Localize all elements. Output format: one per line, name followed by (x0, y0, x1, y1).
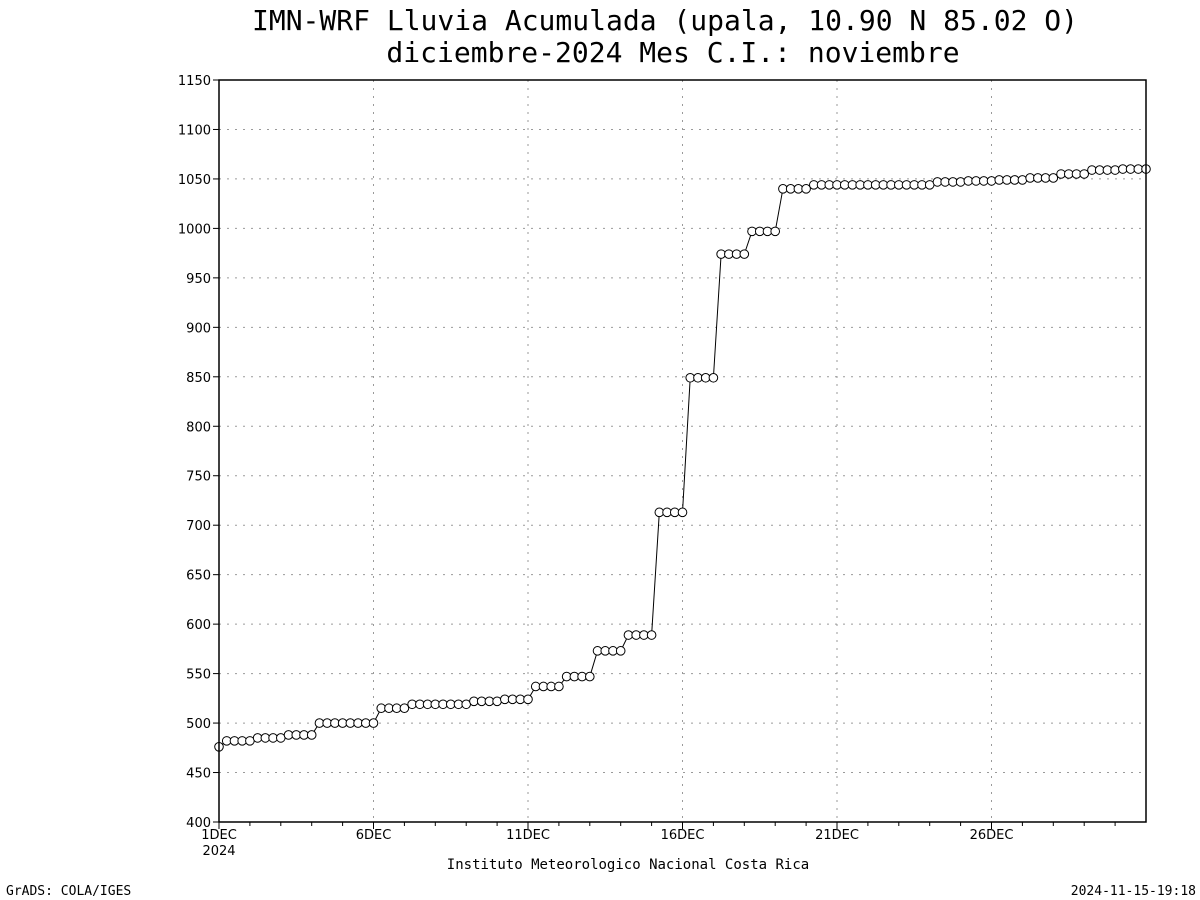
y-tick-label: 1100 (178, 123, 211, 138)
data-point (615, 646, 626, 656)
x-tick-label: 26DEC (970, 828, 1014, 843)
y-tick-label: 1000 (178, 222, 211, 237)
x-tick-label: 1DEC (201, 828, 237, 843)
data-point (306, 730, 317, 740)
grads-credit: GrADS: COLA/IGES (6, 884, 131, 899)
data-point (1079, 169, 1089, 179)
plot-frame (218, 79, 1147, 823)
data-point (770, 226, 781, 237)
data-point (368, 718, 379, 728)
timestamp: 2024-11-15-19:18 (1071, 884, 1196, 899)
y-axis-ticks: 400 450 500 550 600 650 700 750 800 850 900 950 1000… (178, 74, 219, 831)
data-point (1017, 175, 1028, 185)
chart-subtitle: diciembre-2024 Mes C.I.: noviembre (386, 36, 959, 69)
data-point (399, 703, 410, 714)
data-point (492, 696, 502, 707)
x-tick-year: 2024 (202, 844, 235, 859)
y-tick-label: 850 (186, 371, 211, 386)
data-point (955, 177, 966, 187)
y-tick-label: 800 (186, 420, 211, 435)
grid-lines (219, 80, 1146, 822)
y-tick-label: 550 (186, 668, 211, 683)
data-point (646, 630, 657, 640)
data-point (585, 671, 595, 682)
data-point (677, 507, 688, 518)
y-tick-label: 900 (186, 321, 211, 336)
data-point (554, 681, 564, 692)
data-point (1110, 165, 1120, 175)
chart-title: IMN-WRF Lluvia Acumulada (upala, 10.90 N… (252, 4, 1078, 37)
y-tick-label: 1050 (178, 173, 211, 188)
data-point (523, 694, 533, 705)
y-tick-label: 400 (186, 816, 211, 831)
x-tick-label: 16DEC (661, 828, 705, 843)
y-tick-label: 950 (186, 272, 211, 287)
x-tick-label: 11DEC (506, 828, 550, 843)
y-tick-label: 1150 (178, 74, 211, 89)
x-axis-label: Instituto Meteorologico Nacional Costa R… (447, 857, 809, 873)
y-tick-label: 750 (186, 470, 211, 485)
data-point (986, 176, 997, 186)
y-tick-label: 450 (186, 767, 211, 782)
y-tick-label: 700 (186, 519, 211, 534)
y-tick-label: 650 (186, 569, 211, 584)
data-point (801, 184, 811, 194)
y-tick-label: 500 (186, 717, 211, 732)
y-tick-label: 600 (186, 618, 211, 633)
data-point (708, 372, 719, 383)
data-point (739, 249, 750, 259)
x-tick-label: 21DEC (815, 828, 859, 843)
x-tick-label: 6DEC (356, 828, 392, 843)
data-point (1048, 173, 1059, 183)
